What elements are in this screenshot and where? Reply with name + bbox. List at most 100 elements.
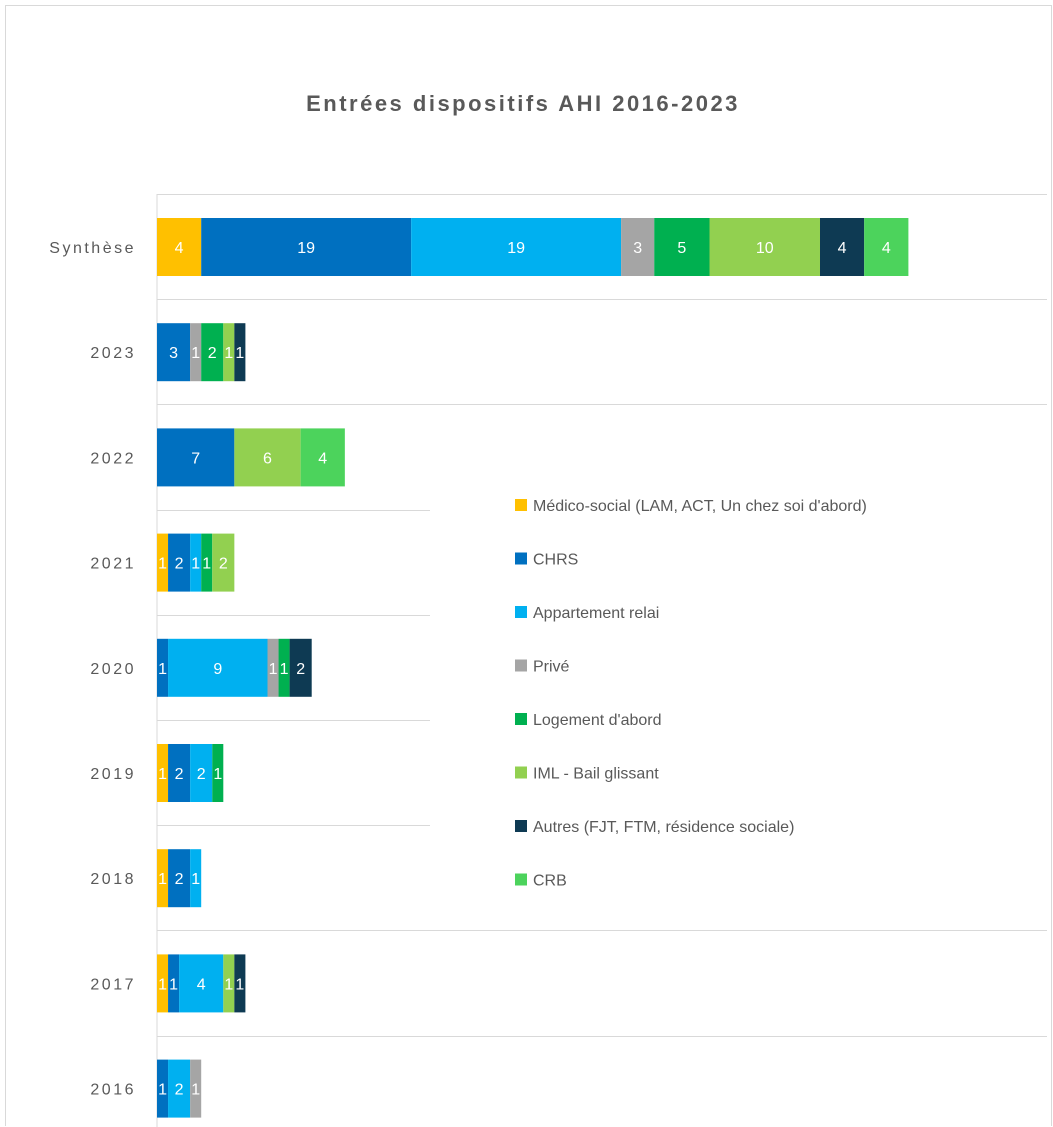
legend-label: CHRS bbox=[533, 552, 578, 569]
bar-segment-appartement-relai bbox=[179, 954, 224, 1013]
bars: 4 19 19 3 5 10 4 43 1 2 1 17 6 41 2 1 1 21 9 1 1 21 2 2 11 2 11 1 4 1… bbox=[157, 218, 909, 1118]
data-label: 2 bbox=[219, 556, 228, 573]
data-label: 1 bbox=[191, 345, 200, 362]
data-label: 5 bbox=[677, 240, 686, 257]
category-label: 2019 bbox=[90, 766, 136, 783]
bar-segment-prive bbox=[190, 1059, 202, 1118]
bar-segment-medico-social-lam-act-un-chez-soi-d-abord bbox=[157, 533, 169, 592]
category-label: 2021 bbox=[90, 556, 136, 573]
bar-segment-iml-bail-glissant bbox=[223, 954, 235, 1013]
data-label: 1 bbox=[169, 976, 178, 993]
category-label: 2017 bbox=[90, 976, 136, 993]
legend-item-iml-bail-glissant: IML - Bail glissant bbox=[515, 766, 659, 783]
bar-segment-appartement-relai bbox=[411, 218, 622, 276]
gridlines bbox=[157, 194, 1047, 1037]
bar-segment-appartement-relai bbox=[168, 638, 268, 697]
bar-segment-autres-fjt-ftm-residence-sociale bbox=[234, 323, 246, 382]
bar-segment-chrs bbox=[168, 744, 191, 802]
data-label: 7 bbox=[191, 450, 200, 467]
data-label: 4 bbox=[838, 240, 847, 257]
data-label: 2 bbox=[208, 345, 217, 362]
category-label: 2020 bbox=[90, 661, 136, 678]
chart-title: Entrées dispositifs AHI 2016-2023 bbox=[306, 91, 740, 116]
bar-segment-appartement-relai bbox=[168, 1059, 191, 1118]
legend-label: Privé bbox=[533, 659, 570, 676]
category-labels: Synthèse 2023 2022 2021 2020 2019 2018 2017 2016 bbox=[49, 240, 136, 1099]
bar-segment-chrs bbox=[157, 323, 191, 382]
legend-swatch bbox=[515, 766, 527, 779]
bar-segment-medico-social-lam-act-un-chez-soi-d-abord bbox=[157, 954, 169, 1013]
bar-segment-medico-social-lam-act-un-chez-soi-d-abord bbox=[157, 849, 169, 908]
bar-segment-chrs bbox=[168, 533, 191, 592]
data-label: 2 bbox=[175, 1082, 184, 1099]
bar-segment-logement-d-abord bbox=[201, 323, 224, 382]
legend-label: Autres (FJT, FTM, résidence sociale) bbox=[533, 819, 794, 836]
bar-segment-logement-d-abord bbox=[201, 533, 213, 592]
legend-swatch bbox=[515, 606, 527, 618]
category-label: 2023 bbox=[90, 345, 136, 362]
data-label: 4 bbox=[175, 240, 184, 257]
legend-item-medico-social-lam-act-un-chez-soi-d-abord: Médico-social (LAM, ACT, Un chez soi d'a… bbox=[515, 498, 867, 515]
bar-row-synthese: 4 19 19 3 5 10 4 4 bbox=[157, 218, 909, 276]
legend-swatch bbox=[515, 820, 527, 832]
data-label: 19 bbox=[507, 240, 525, 257]
chart-frame bbox=[5, 5, 1052, 1126]
data-label: 1 bbox=[213, 766, 222, 783]
legend-swatch bbox=[515, 499, 527, 511]
bar-segment-prive bbox=[621, 218, 655, 276]
data-label: 1 bbox=[235, 976, 244, 993]
data-label: 1 bbox=[158, 871, 167, 888]
data-label: 1 bbox=[202, 556, 211, 573]
legend-item-autres-fjt-ftm-residence-sociale: Autres (FJT, FTM, résidence sociale) bbox=[515, 819, 794, 836]
bar-segment-iml-bail-glissant bbox=[709, 218, 820, 276]
data-label: 1 bbox=[269, 661, 278, 678]
bar-segment-chrs bbox=[157, 1059, 169, 1118]
bar-segment-logement-d-abord bbox=[278, 638, 290, 697]
bar-segment-chrs bbox=[157, 638, 169, 697]
bar-segment-autres-fjt-ftm-residence-sociale bbox=[820, 218, 865, 276]
data-label: 1 bbox=[280, 661, 289, 678]
bar-segment-logement-d-abord bbox=[212, 744, 224, 802]
data-label: 6 bbox=[263, 450, 272, 467]
category-label: 2016 bbox=[90, 1082, 136, 1099]
data-label: 9 bbox=[213, 661, 222, 678]
bar-segment-appartement-relai bbox=[190, 849, 202, 908]
bar-segment-appartement-relai bbox=[190, 533, 202, 592]
data-label: 1 bbox=[158, 1082, 167, 1099]
data-label: 2 bbox=[197, 766, 206, 783]
bar-segment-iml-bail-glissant bbox=[223, 323, 235, 382]
bar-segment-medico-social-lam-act-un-chez-soi-d-abord bbox=[157, 218, 202, 276]
bar-segment-autres-fjt-ftm-residence-sociale bbox=[289, 638, 312, 697]
legend-label: CRB bbox=[533, 873, 567, 890]
data-label: 1 bbox=[191, 1082, 200, 1099]
legend-swatch bbox=[515, 659, 527, 672]
legend: Médico-social (LAM, ACT, Un chez soi d'a… bbox=[515, 498, 867, 890]
bar-segment-appartement-relai bbox=[190, 744, 213, 802]
legend-label: Médico-social (LAM, ACT, Un chez soi d'a… bbox=[533, 498, 867, 515]
data-label: 19 bbox=[297, 240, 315, 257]
bar-segment-autres-fjt-ftm-residence-sociale bbox=[234, 954, 246, 1013]
bar-segment-prive bbox=[190, 323, 202, 382]
bar-segment-crb bbox=[300, 428, 345, 487]
data-label: 4 bbox=[197, 976, 206, 993]
legend-swatch bbox=[515, 873, 527, 886]
bar-row-2022: 7 6 4 bbox=[157, 428, 345, 487]
data-label: 1 bbox=[224, 976, 233, 993]
data-label: 2 bbox=[175, 556, 184, 573]
data-label: 2 bbox=[175, 766, 184, 783]
bar-segment-iml-bail-glissant bbox=[212, 533, 235, 592]
bar-segment-chrs bbox=[201, 218, 412, 276]
data-label: 2 bbox=[175, 871, 184, 888]
data-label: 1 bbox=[158, 976, 167, 993]
legend-label: IML - Bail glissant bbox=[533, 766, 659, 783]
legend-item-appartement-relai: Appartement relai bbox=[515, 605, 659, 622]
data-label: 2 bbox=[296, 661, 305, 678]
